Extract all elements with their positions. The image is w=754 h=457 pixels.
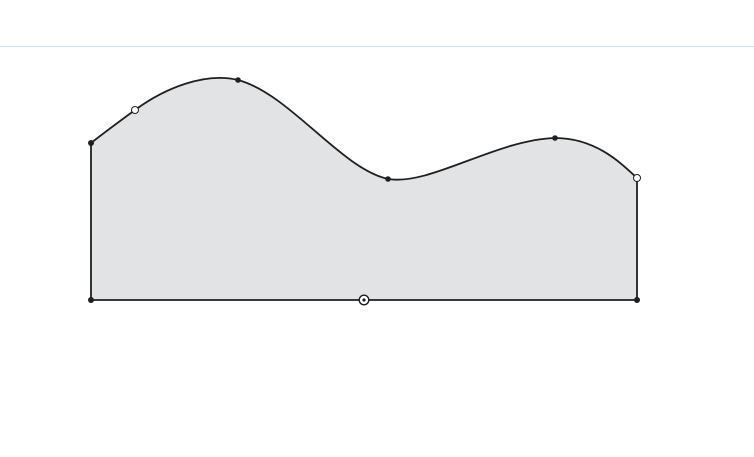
- vertex-point[interactable]: [88, 297, 94, 303]
- vertex-point[interactable]: [552, 135, 558, 141]
- vertex-point[interactable]: [235, 77, 241, 83]
- vertex-point[interactable]: [385, 176, 391, 182]
- midpoint-marker-icon[interactable]: [358, 294, 370, 306]
- horizontal-guide-line: [0, 46, 754, 47]
- tangent-handle-point[interactable]: [131, 106, 139, 114]
- vertex-point[interactable]: [634, 297, 640, 303]
- vertex-point[interactable]: [88, 140, 94, 146]
- filled-region[interactable]: [91, 77, 637, 300]
- endpoint-handle-point[interactable]: [633, 174, 641, 182]
